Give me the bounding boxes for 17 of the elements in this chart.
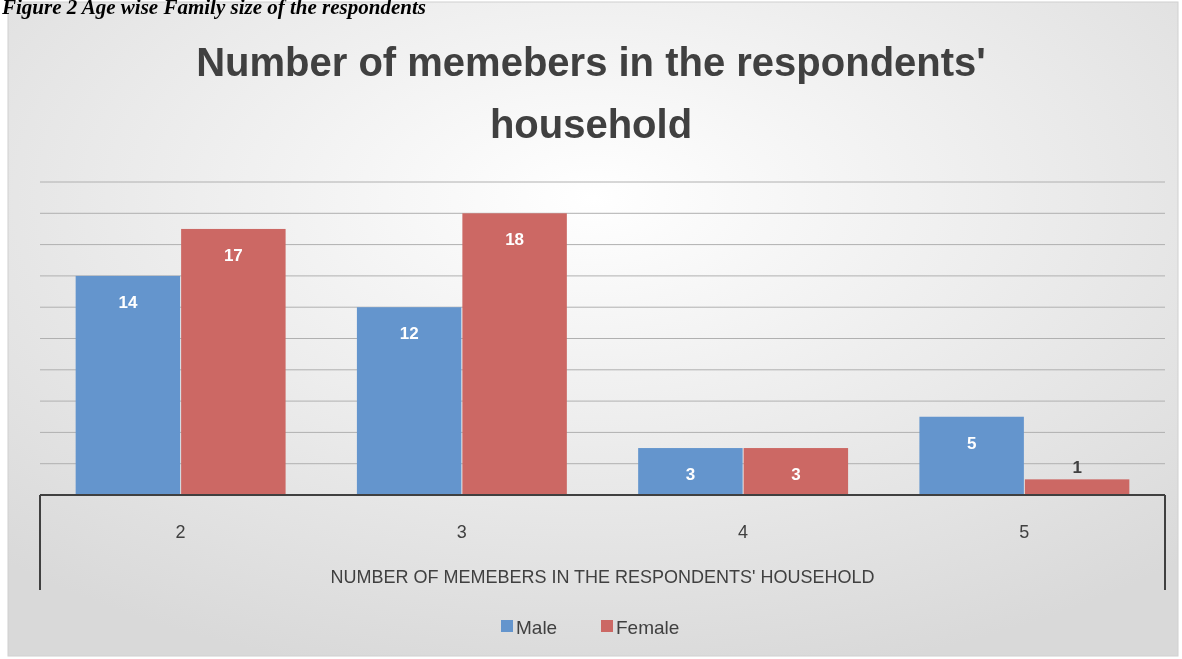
data-label: 18 [505,230,525,250]
chart-title: Number of memebers in the respondents' household [196,40,986,146]
caption: Figure 2 Age wise Family size of the respondents [1,0,426,19]
x-axis-title: NUMBER OF MEMEBERS IN THE RESPONDENTS' HOUSEHOLD [330,567,875,587]
data-label: 14 [118,292,138,312]
data-label: 3 [685,465,696,485]
data-label: 17 [223,245,243,265]
data-label: 1 [1072,458,1082,478]
data-label: 5 [966,433,977,453]
x-tick-label: 2 [175,522,186,542]
data-label: 12 [399,324,419,344]
x-tick-label: 5 [1019,522,1030,542]
legend-label: Male [516,617,558,638]
x-tick-label: 3 [456,522,467,542]
x-tick-label: 4 [738,522,749,542]
legend-label: Female [616,617,680,638]
data-label: 3 [791,465,801,485]
